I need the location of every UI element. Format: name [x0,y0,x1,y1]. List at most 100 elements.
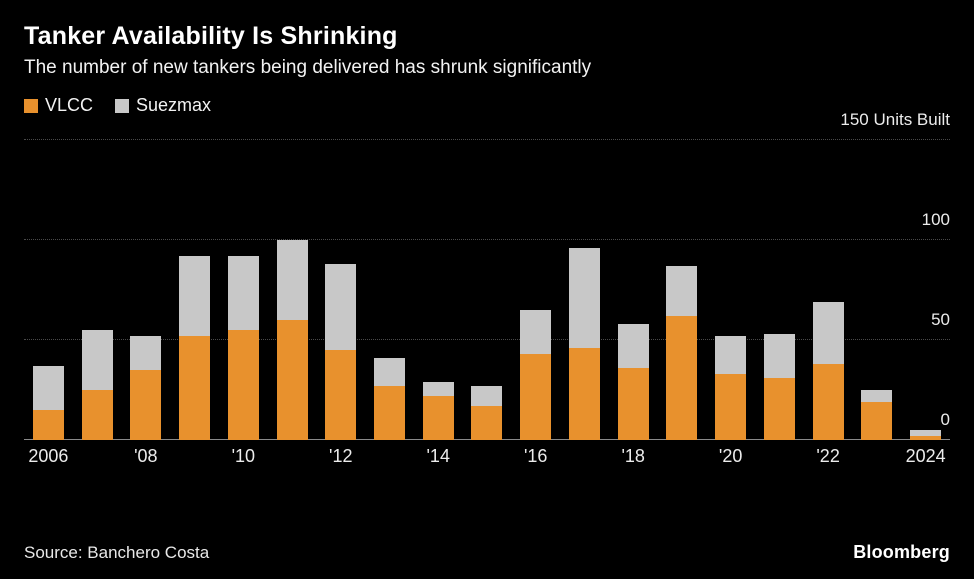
bar-segment-suezmax [715,336,747,374]
gridline-50 [24,339,950,340]
x-axis-labels: 2006 '08 '10 '12 '14 '16 '18 '20 '22 2024 [24,446,950,467]
bar-group [812,302,844,440]
bar-slot-2021 [755,140,804,440]
bar-segment-vlcc [861,402,893,440]
bar-group [471,386,503,440]
x-tick-label-2022: '22 [816,446,840,466]
bar-segment-vlcc [617,368,649,440]
bar-segment-vlcc [910,436,942,440]
plot-area: 0 50 100 150 Units Built [24,110,950,440]
bar-group [374,358,405,440]
bar-segment-vlcc [812,364,844,440]
vlcc-swatch-icon [24,98,38,113]
bar-segment-suezmax [763,334,795,378]
bar-segment-vlcc [276,320,308,440]
bar-segment-vlcc [32,410,64,440]
legend-label-vlcc: VLCC [45,95,94,115]
x-tick-label-2010: '10 [231,446,256,466]
x-tick-empty [365,446,414,467]
x-tick-label-2024: 2024 [905,446,946,466]
bar-segment-suezmax [617,324,649,368]
bar-segment-suezmax [812,302,844,364]
bar-slot-2007 [73,140,122,440]
bar-group [130,336,162,440]
bar-slot-2022 [804,140,853,440]
bar-segment-vlcc [715,374,747,440]
bar-group [715,336,747,440]
x-tick-label-2008: '08 [134,446,158,466]
bar-group [568,248,600,440]
bar-segment-suezmax [910,430,942,436]
bar-group [32,366,64,440]
bar-segment-suezmax [471,386,503,406]
bar-segment-vlcc [130,370,162,440]
bar-group [910,430,942,440]
suezmax-swatch-icon [115,98,130,113]
y-tick-label-0: 0 [940,410,950,429]
gridline-150 [24,139,950,140]
bar-slot-2010 [219,140,268,440]
bar-segment-vlcc [422,396,454,440]
bar-group [617,324,649,440]
legend: VLCC Suezmax [24,95,950,116]
bar-segment-suezmax [520,310,552,354]
bar-segment-vlcc [81,390,113,440]
x-tick-empty [268,446,317,467]
y-tick-label-150: 150 Units Built [840,110,950,129]
bar-slot-2023 [852,140,901,440]
y-tick-label-50: 50 [931,310,950,329]
x-tick-empty [755,446,804,467]
bar-slot-2013 [365,140,414,440]
bar-slot-2011 [268,140,317,440]
legend-item-vlcc: VLCC [24,95,93,116]
bar-slot-2012 [316,140,365,440]
x-tick-label-2012: '12 [329,446,353,466]
bar-segment-vlcc [227,330,259,440]
bar-group [227,256,259,440]
bar-segment-suezmax [32,366,64,410]
x-tick-label-2014: '14 [426,446,450,466]
legend-item-suezmax: Suezmax [115,95,211,116]
x-tick-empty [852,446,901,467]
bar-segment-suezmax [666,266,698,316]
bar-segment-suezmax [325,264,357,350]
bar-slot-2006 [24,140,73,440]
x-tick-empty [560,446,609,467]
bar-segment-vlcc [520,354,552,440]
legend-label-suezmax: Suezmax [136,95,212,115]
x-tick-label-2006: 2006 [28,446,69,466]
bar-slot-2018 [609,140,658,440]
bar-segment-vlcc [763,378,795,440]
x-tick-empty [658,446,707,467]
x-tick-label-2018: '18 [621,446,645,466]
chart-subtitle: The number of new tankers being delivere… [24,57,592,78]
bar-group [179,256,211,440]
bar-segment-vlcc [325,350,357,440]
bar-slot-2024 [901,140,950,440]
footer: Source: Banchero Costa Bloomberg [24,542,950,563]
bar-group [276,240,308,440]
bar-group [520,310,552,440]
bar-group [422,382,454,440]
gridline-100 [24,239,950,240]
bar-slot-2009 [170,140,219,440]
bloomberg-logo: Bloomberg [853,542,950,562]
bar-slot-2008 [121,140,170,440]
x-tick-empty [170,446,219,467]
bar-segment-suezmax [179,256,211,336]
y-tick-label-100: 100 [921,210,950,229]
bar-segment-suezmax [81,330,113,390]
bar-slot-2019 [658,140,707,440]
bar-slot-2016 [511,140,560,440]
bar-group [81,330,113,440]
bar-segment-vlcc [666,316,698,440]
page-title: Tanker Availability Is Shrinking [24,22,398,50]
bar-slot-2017 [560,140,609,440]
x-tick-label-2016: '16 [523,446,548,466]
bar-segment-suezmax [861,390,893,402]
bars-container [24,140,950,440]
bar-slot-2015 [463,140,512,440]
bar-segment-vlcc [471,406,503,440]
bar-segment-vlcc [374,386,405,440]
bar-segment-suezmax [422,382,454,396]
